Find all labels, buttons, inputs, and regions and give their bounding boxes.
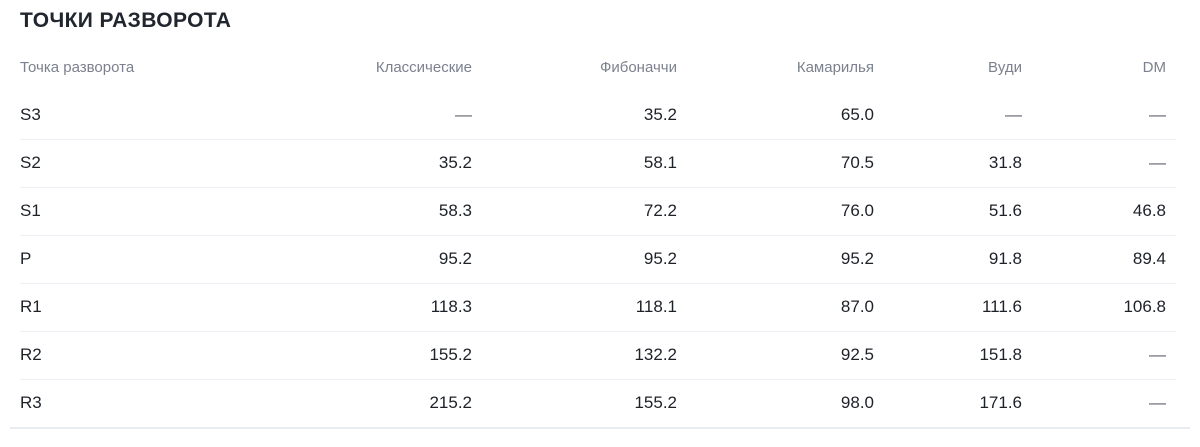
pivot-points-table: Точка разворота Классические Фибоначчи К… (20, 44, 1176, 427)
cell-camarilla-value: 98.0 (677, 378, 874, 427)
cell-woodie-value: 51.6 (874, 186, 1022, 235)
cell-camarilla-value: 65.0 (840, 104, 874, 124)
table-row: S3 — 35.2 65.0 — — (20, 91, 1176, 139)
cell-classic-value: 215.2 (220, 378, 472, 427)
cell-fibonacci-value: 35.2 (643, 104, 677, 124)
cell-fibonacci-value: 95.2 (472, 234, 677, 283)
cell-fibonacci-value: 118.1 (472, 282, 677, 331)
row-label: S1 (20, 186, 220, 235)
row-label: R3 (20, 378, 220, 427)
cell-classic-value: — (455, 104, 472, 124)
table-row: R3 215.2 155.2 98.0 171.6 — (20, 378, 1176, 427)
column-header-fibonacci: Фибоначчи (599, 59, 677, 76)
cell-woodie-value: 111.6 (874, 282, 1022, 331)
column-header-pivot-point: Точка разворота (20, 59, 135, 76)
cell-classic-value: 58.3 (220, 186, 472, 235)
cell-camarilla-value: 70.5 (677, 138, 874, 187)
table-row: P 95.2 95.2 95.2 91.8 89.4 (20, 234, 1176, 283)
cell-camarilla-value: 76.0 (677, 186, 874, 235)
table-header: Точка разворота Классические Фибоначчи К… (20, 44, 1176, 91)
cell-camarilla-value: 87.0 (677, 282, 874, 331)
cell-fibonacci-value: 132.2 (472, 330, 677, 379)
cell-woodie-value: 31.8 (874, 138, 1022, 187)
page-title: ТОЧКИ РАЗВОРОТА (20, 9, 232, 32)
cell-dm-value: — (1022, 378, 1176, 427)
cell-dm-value: — (1022, 330, 1176, 379)
cell-camarilla-value: 92.5 (677, 330, 874, 379)
cell-fibonacci-value: 72.2 (472, 186, 677, 235)
column-header-camarilla: Камарилья (796, 59, 874, 76)
row-label: P (20, 234, 220, 283)
cell-woodie-value: 151.8 (874, 330, 1022, 379)
cell-classic-value: 118.3 (220, 282, 472, 331)
column-header-dm: DM (1142, 59, 1166, 76)
cell-fibonacci-value: 58.1 (472, 138, 677, 187)
cell-dm-value: 106.8 (1022, 282, 1176, 331)
cell-dm-value: 89.4 (1022, 234, 1176, 283)
table-row: S1 58.3 72.2 76.0 51.6 46.8 (20, 186, 1176, 235)
cell-camarilla-value: 95.2 (677, 234, 874, 283)
cell-classic-value: 155.2 (220, 330, 472, 379)
cell-classic-value: 35.2 (220, 138, 472, 187)
pivot-points-widget: ТОЧКИ РАЗВОРОТА Точка разворота Классиче… (20, 9, 1176, 427)
cell-dm-value: — (1149, 104, 1166, 124)
table-row: R1 118.3 118.1 87.0 111.6 106.8 (20, 282, 1176, 331)
column-header-woodie: Вуди (988, 59, 1022, 76)
row-label: R1 (20, 282, 220, 331)
cell-woodie-value: 91.8 (874, 234, 1022, 283)
row-label: R2 (20, 330, 220, 379)
row-label: S2 (20, 138, 220, 187)
cell-fibonacci-value: 155.2 (472, 378, 677, 427)
widget-bottom-divider (10, 427, 1190, 429)
row-label: S3 (20, 104, 41, 124)
cell-woodie-value: 171.6 (874, 378, 1022, 427)
table-body: S3 — 35.2 65.0 — — S2 35.2 58.1 70.5 31.… (20, 91, 1176, 427)
cell-dm-value: 46.8 (1022, 186, 1176, 235)
table-row: R2 155.2 132.2 92.5 151.8 — (20, 330, 1176, 379)
column-header-classic: Классические (375, 59, 472, 76)
table-header-row: Точка разворота Классические Фибоначчи К… (20, 44, 1176, 91)
cell-classic-value: 95.2 (220, 234, 472, 283)
cell-woodie-value: — (1005, 104, 1022, 124)
table-row: S2 35.2 58.1 70.5 31.8 — (20, 138, 1176, 187)
cell-dm-value: — (1022, 138, 1176, 187)
